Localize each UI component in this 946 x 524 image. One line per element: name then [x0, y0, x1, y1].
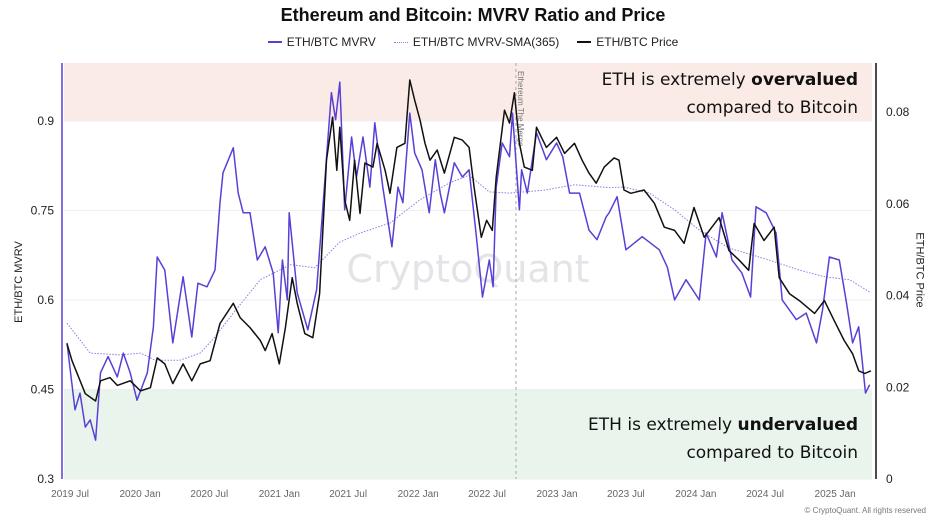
x-tick-label: 2019 Jul — [51, 489, 89, 500]
price-line — [66, 79, 872, 402]
over-line2: compared to Bitcoin — [686, 98, 858, 118]
left-tick-label: 0.75 — [31, 203, 55, 217]
chart-title: Ethereum and Bitcoin: MVRV Ratio and Pri… — [280, 5, 666, 25]
x-tick-label: 2024 Jan — [675, 489, 716, 500]
legend-item-price[interactable]: ETH/BTC Price — [577, 35, 678, 49]
right-tick-label: 0.06 — [886, 197, 910, 211]
under-line2: compared to Bitcoin — [686, 443, 858, 463]
x-tick-label: 2024 Jul — [746, 489, 784, 500]
left-tick-label: 0.45 — [31, 382, 55, 396]
over-prefix: ETH is extremely — [601, 70, 752, 90]
legend-swatch-mvrv — [267, 41, 282, 43]
right-tick-label: 0.08 — [886, 105, 910, 119]
watermark: CryptoQuant — [346, 247, 589, 291]
x-tick-label: 2021 Jul — [329, 489, 367, 500]
legend-swatch-sma — [393, 41, 408, 43]
zone-undervalued — [64, 389, 872, 479]
mvrv-line — [66, 81, 871, 441]
x-tick-label: 2020 Jan — [120, 489, 161, 500]
legend-swatch-price — [577, 41, 592, 43]
copyright: © CryptoQuant. All rights reserved — [804, 506, 927, 515]
x-tick-label: 2025 Jan — [815, 489, 856, 500]
x-tick-label: 2022 Jan — [398, 489, 439, 500]
legend-item-sma[interactable]: ETH/BTC MVRV-SMA(365) — [393, 35, 560, 49]
legend-item-mvrv[interactable]: ETH/BTC MVRV — [267, 35, 376, 49]
x-tick-label: 2022 Jul — [468, 489, 506, 500]
mvrv-sma-line — [66, 174, 872, 361]
merge-marker-label: Ethereum The Merge — [516, 71, 525, 147]
under-bold: undervalued — [737, 415, 858, 435]
right-tick-label: 0 — [886, 472, 893, 486]
legend: ETH/BTC MVRV ETH/BTC MVRV-SMA(365) ETH/B… — [0, 35, 946, 49]
under-prefix: ETH is extremely — [588, 415, 738, 435]
x-tick-label: 2021 Jan — [259, 489, 300, 500]
left-axis-label: ETH/BTC MVRV — [12, 241, 25, 323]
left-tick-label: 0.3 — [37, 472, 54, 486]
right-tick-label: 0.04 — [886, 289, 910, 303]
right-tick-label: 0.02 — [886, 380, 910, 394]
legend-label-price: ETH/BTC Price — [596, 35, 679, 49]
x-tick-label: 2023 Jan — [536, 489, 577, 500]
x-tick-label: 2023 Jul — [607, 489, 645, 500]
legend-label-mvrv: ETH/BTC MVRV — [286, 35, 376, 49]
left-tick-label: 0.9 — [37, 114, 54, 128]
legend-label-sma: ETH/BTC MVRV-SMA(365) — [412, 35, 560, 49]
right-axis-label: ETH/BTC Price — [913, 232, 926, 308]
overvalued-annotation: ETH is extremely overvalued compared to … — [602, 66, 858, 122]
undervalued-annotation: ETH is extremely undervalued compared to… — [588, 411, 858, 467]
over-bold: overvalued — [751, 70, 858, 90]
zone-overvalued — [64, 63, 872, 121]
left-tick-label: 0.6 — [37, 293, 54, 307]
x-tick-label: 2020 Jul — [190, 489, 228, 500]
